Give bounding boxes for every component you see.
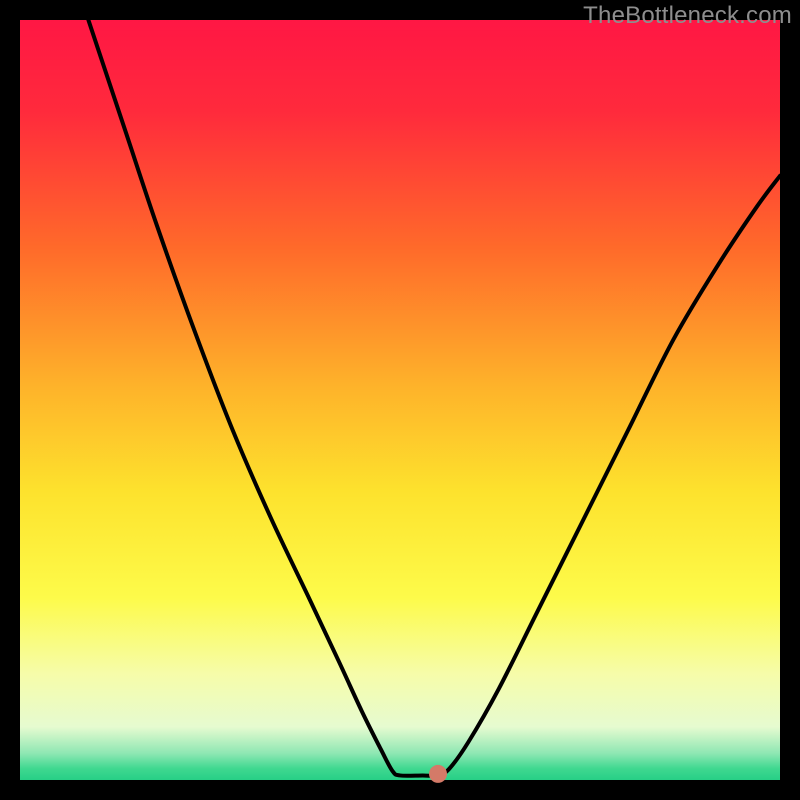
chart-frame: TheBottleneck.com [0, 0, 800, 800]
chart-background [20, 20, 780, 780]
optimal-point-marker [429, 765, 447, 783]
bottleneck-chart [0, 0, 800, 800]
watermark-text: TheBottleneck.com [583, 2, 792, 30]
